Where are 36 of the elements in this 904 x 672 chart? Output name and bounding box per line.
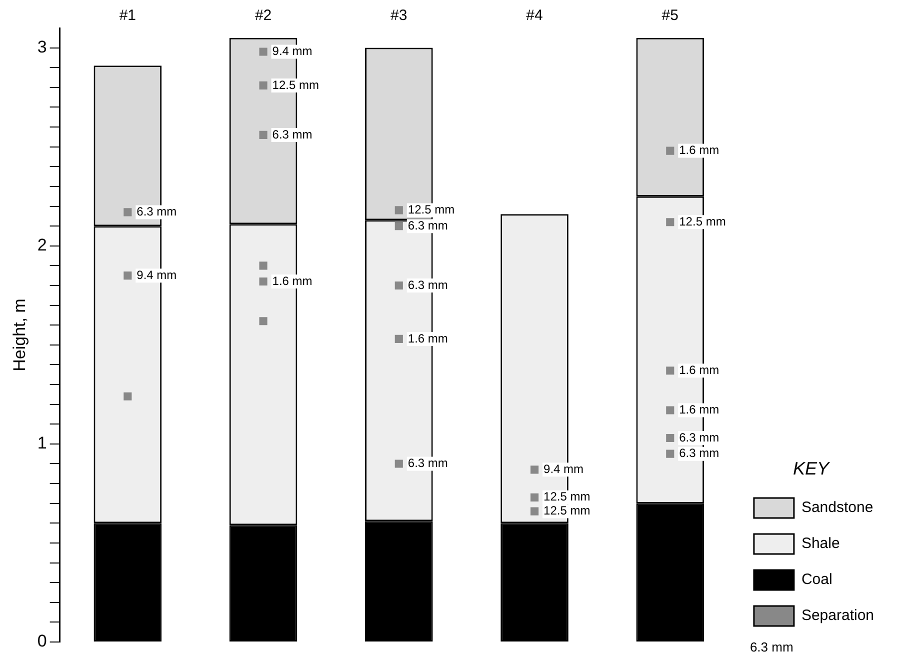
y-axis-title: Height, m xyxy=(10,298,29,372)
y-tick-label: 0 xyxy=(37,632,47,651)
y-tick-label: 1 xyxy=(37,434,47,453)
annotation: 6.3 mm xyxy=(408,456,448,470)
annotation: 1.6 mm xyxy=(272,274,312,288)
x-tick-label: #4 xyxy=(526,7,543,24)
annotation: 12.5 mm xyxy=(544,490,590,504)
x-tick-label: #5 xyxy=(662,7,678,24)
annotation: 1.6 mm xyxy=(408,331,448,346)
annotation: 9.4 mm xyxy=(136,268,177,282)
annotation: 12.5 mm xyxy=(544,504,590,518)
annotation: 12.5 mm xyxy=(408,202,455,217)
y-tick-label: 3 xyxy=(37,37,47,56)
legend-label: Shale xyxy=(801,535,840,552)
x-tick-label: #1 xyxy=(119,7,136,24)
annotation: 6.3 mm xyxy=(272,127,312,142)
text: 6.3 mm xyxy=(750,640,794,655)
legend-label: Separation xyxy=(801,607,874,624)
legend-label: Sandstone xyxy=(801,499,874,516)
annotation: 6.3 mm xyxy=(679,430,720,444)
annotation: 1.6 mm xyxy=(679,402,720,417)
annotation: 9.4 mm xyxy=(544,462,584,476)
legend-title: KEY xyxy=(792,458,831,478)
annotation: 6.3 mm xyxy=(136,204,177,219)
y-tick-label: 2 xyxy=(37,236,47,255)
annotation: 6.3 mm xyxy=(408,218,448,232)
annotation: 1.6 mm xyxy=(679,362,720,377)
annotation: 9.4 mm xyxy=(272,44,312,58)
legend-label: Coal xyxy=(801,571,832,588)
annotation: 12.5 mm xyxy=(679,214,726,228)
x-tick-label: #2 xyxy=(254,7,272,24)
annotation: 6.3 mm xyxy=(408,278,448,292)
x-tick-label: #3 xyxy=(390,7,408,24)
annotation: 12.5 mm xyxy=(272,78,319,92)
annotation: 6.3 mm xyxy=(679,446,720,460)
annotation: 1.6 mm xyxy=(679,143,720,158)
